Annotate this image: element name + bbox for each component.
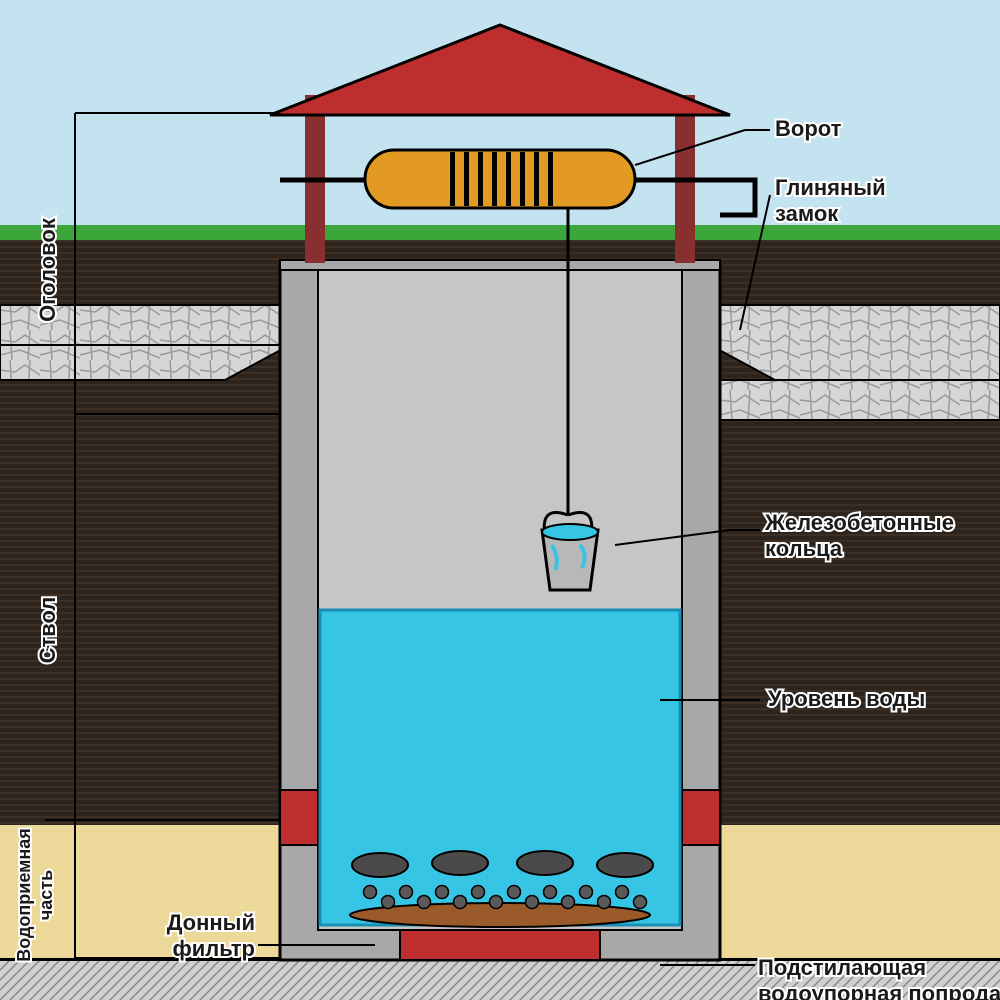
- svg-text:Глиняный: Глиняный: [775, 175, 886, 200]
- svg-text:Оголовок: Оголовок: [35, 217, 60, 322]
- well-diagram: Ворот Глиняныйзамок Железобетонныекольца Ур…: [0, 0, 1000, 1000]
- svg-text:Ствол: Ствол: [35, 597, 60, 664]
- svg-text:Водоприемная: Водоприемная: [14, 828, 34, 962]
- svg-text:замок: замок: [775, 201, 839, 226]
- svg-text:Подстилающая: Подстилающая: [758, 955, 926, 980]
- svg-text:часть: часть: [36, 870, 56, 920]
- grass-layer: [0, 225, 1000, 240]
- svg-text:кольца: кольца: [765, 536, 843, 561]
- svg-text:Железобетонные: Железобетонные: [764, 510, 954, 535]
- svg-text:фильтр: фильтр: [172, 936, 255, 961]
- svg-text:Донный: Донный: [167, 910, 255, 935]
- concrete-rim: [280, 260, 720, 270]
- svg-text:Уровень воды: Уровень воды: [768, 686, 925, 711]
- svg-text:Ворот: Ворот: [775, 116, 842, 141]
- svg-text:водоупорная попрода: водоупорная попрода: [758, 981, 1000, 1000]
